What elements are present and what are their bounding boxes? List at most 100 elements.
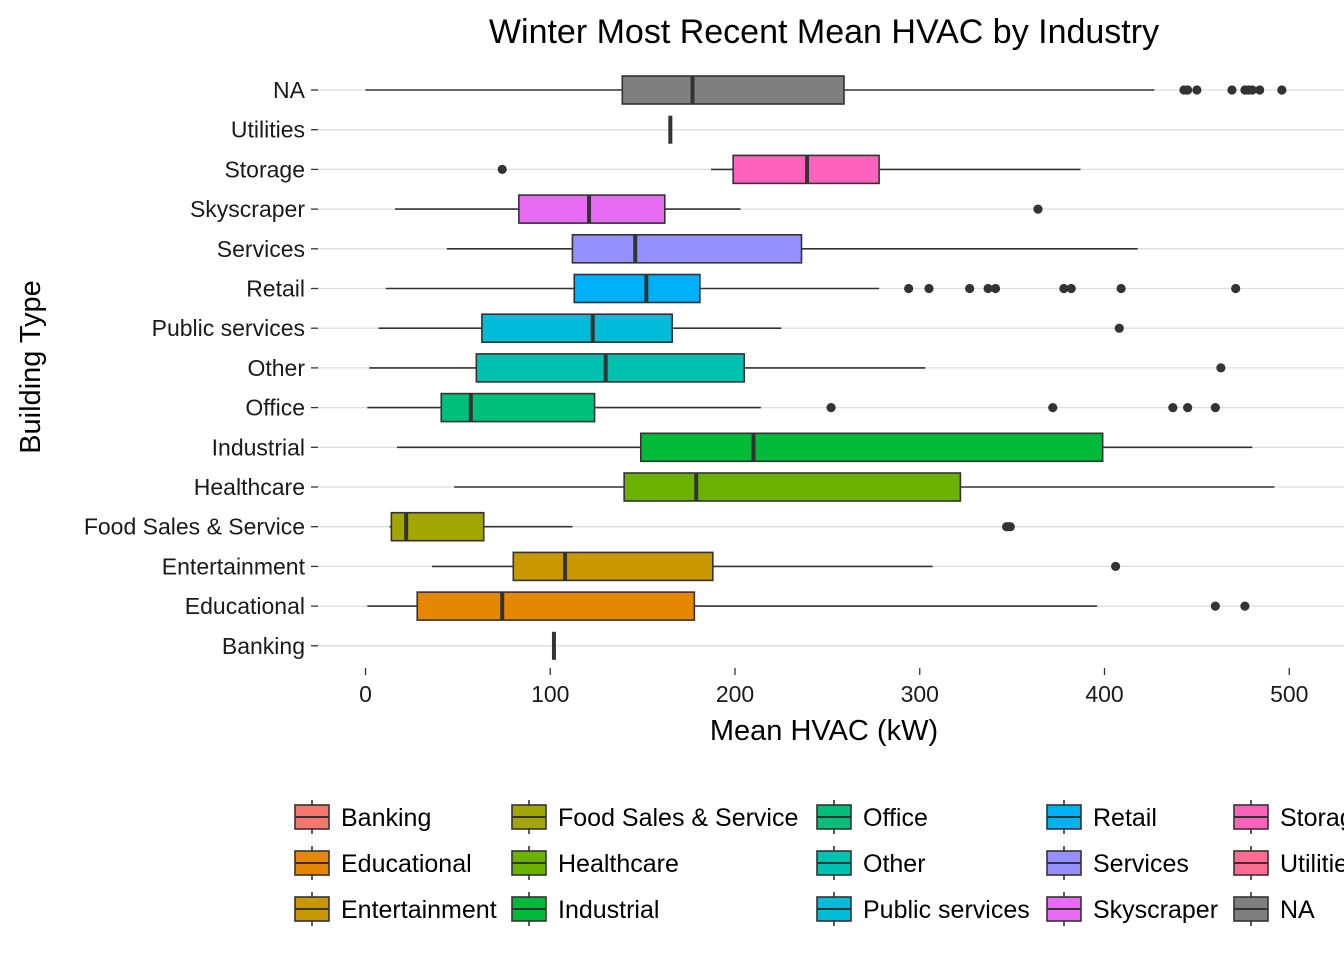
outlier-point xyxy=(1231,283,1241,294)
legend-item-banking: Banking xyxy=(294,800,431,834)
legend-item-utilities: Utilities xyxy=(1233,846,1344,880)
outlier-point xyxy=(983,283,993,294)
box-office xyxy=(367,392,1220,423)
legend-label: Utilities xyxy=(1280,850,1344,878)
outlier-point xyxy=(1168,403,1178,413)
legend-item-other: Other xyxy=(816,846,926,880)
outlier-point xyxy=(1192,85,1202,95)
box-food-sales-and-service xyxy=(389,511,1015,542)
y-tick-label: Public services xyxy=(152,315,305,341)
iqr-box xyxy=(416,591,696,621)
legend-item-food-sales-and-service: Food Sales & Service xyxy=(511,800,798,834)
y-axis: Banking Educational Entertainment Food Sale… xyxy=(84,77,318,659)
iqr-box xyxy=(623,472,962,502)
y-axis-title: Building Type xyxy=(15,280,47,454)
outlier-point xyxy=(1183,85,1193,95)
legend-item-storage: Storage xyxy=(1233,800,1344,834)
legend-item-educational: Educational xyxy=(294,846,472,880)
x-tick-label: 100 xyxy=(531,681,569,707)
box-healthcare xyxy=(454,472,1275,502)
legend-label: Healthcare xyxy=(558,850,679,878)
x-tick-label: 200 xyxy=(716,681,754,707)
y-tick-label: Skyscraper xyxy=(190,196,305,222)
legend-item-healthcare: Healthcare xyxy=(511,846,679,880)
y-tick-label: Retail xyxy=(246,276,305,302)
outlier-point xyxy=(826,403,836,413)
legend-label: Skyscraper xyxy=(1093,896,1218,924)
box-other xyxy=(369,353,1226,383)
iqr-box xyxy=(512,551,714,582)
legend-label: NA xyxy=(1280,896,1315,924)
y-tick-label: Food Sales & Service xyxy=(84,514,305,540)
y-tick-label: Banking xyxy=(222,633,305,659)
outlier-point xyxy=(497,164,507,174)
outlier-point xyxy=(1033,204,1043,214)
outlier-point xyxy=(1247,85,1257,95)
x-axis: 0 100 200 300 400 500 xyxy=(359,668,1308,707)
y-tick-label: Healthcare xyxy=(194,474,305,500)
legend-label: Industrial xyxy=(558,896,659,924)
outlier-point xyxy=(1183,403,1193,413)
box-educational xyxy=(367,591,1250,621)
iqr-box xyxy=(481,313,673,344)
legend-item-skyscraper: Skyscraper xyxy=(1046,892,1218,926)
outlier-point xyxy=(1216,363,1226,373)
legend-label: Public services xyxy=(863,896,1030,924)
outlier-point xyxy=(1005,522,1015,532)
legend-label: Entertainment xyxy=(341,896,497,924)
legend-label: Banking xyxy=(341,804,431,832)
iqr-box xyxy=(440,392,596,423)
outlier-point xyxy=(1210,601,1220,611)
y-tick-label: Entertainment xyxy=(162,553,306,579)
legend-label: Office xyxy=(863,804,928,832)
legend-item-industrial: Industrial xyxy=(511,892,659,926)
outlier-point xyxy=(924,283,934,294)
y-tick-label: Industrial xyxy=(212,434,305,460)
legend-label: Services xyxy=(1093,850,1189,878)
legend-item-na: NA xyxy=(1233,892,1315,926)
box-services xyxy=(446,234,1138,264)
outlier-point xyxy=(965,283,975,294)
legend-label: Other xyxy=(863,850,926,878)
box-storage xyxy=(497,154,1081,185)
box-public-services xyxy=(378,313,1124,344)
outlier-point xyxy=(904,283,914,294)
box-series xyxy=(365,75,1287,660)
iqr-box xyxy=(571,234,803,264)
y-tick-label: Other xyxy=(247,355,305,381)
iqr-box xyxy=(621,75,845,105)
outlier-point xyxy=(1277,85,1287,95)
outlier-point xyxy=(1240,601,1250,611)
legend: Banking Educational Entertainment Food Sale… xyxy=(294,800,1344,926)
x-tick-label: 500 xyxy=(1270,681,1308,707)
legend-label: Educational xyxy=(341,850,472,878)
box-entertainment xyxy=(432,551,1121,582)
legend-item-services: Services xyxy=(1046,846,1189,880)
outlier-point xyxy=(1210,403,1220,413)
legend-label: Retail xyxy=(1093,804,1157,832)
box-skyscraper xyxy=(395,194,1043,224)
x-tick-label: 300 xyxy=(901,681,939,707)
legend-item-public-services: Public services xyxy=(816,892,1030,926)
x-axis-title: Mean HVAC (kW) xyxy=(710,715,938,747)
iqr-box xyxy=(518,194,666,224)
box-na xyxy=(365,75,1287,105)
outlier-point xyxy=(1048,403,1058,413)
iqr-box xyxy=(475,353,746,383)
y-tick-label: Services xyxy=(217,236,305,262)
legend-item-office: Office xyxy=(816,800,928,834)
y-tick-label: Office xyxy=(245,395,305,421)
x-tick-label: 400 xyxy=(1085,681,1123,707)
legend-item-entertainment: Entertainment xyxy=(294,892,497,926)
box-retail xyxy=(385,273,1241,304)
y-tick-label: Storage xyxy=(224,156,305,182)
outlier-point xyxy=(1227,85,1237,95)
box-industrial xyxy=(396,432,1253,463)
outlier-point xyxy=(1066,283,1076,294)
legend-label: Storage xyxy=(1280,804,1344,832)
outlier-point xyxy=(1255,85,1265,95)
outlier-point xyxy=(990,283,1001,294)
outlier-point xyxy=(1116,283,1126,294)
y-tick-label: Educational xyxy=(185,593,305,619)
